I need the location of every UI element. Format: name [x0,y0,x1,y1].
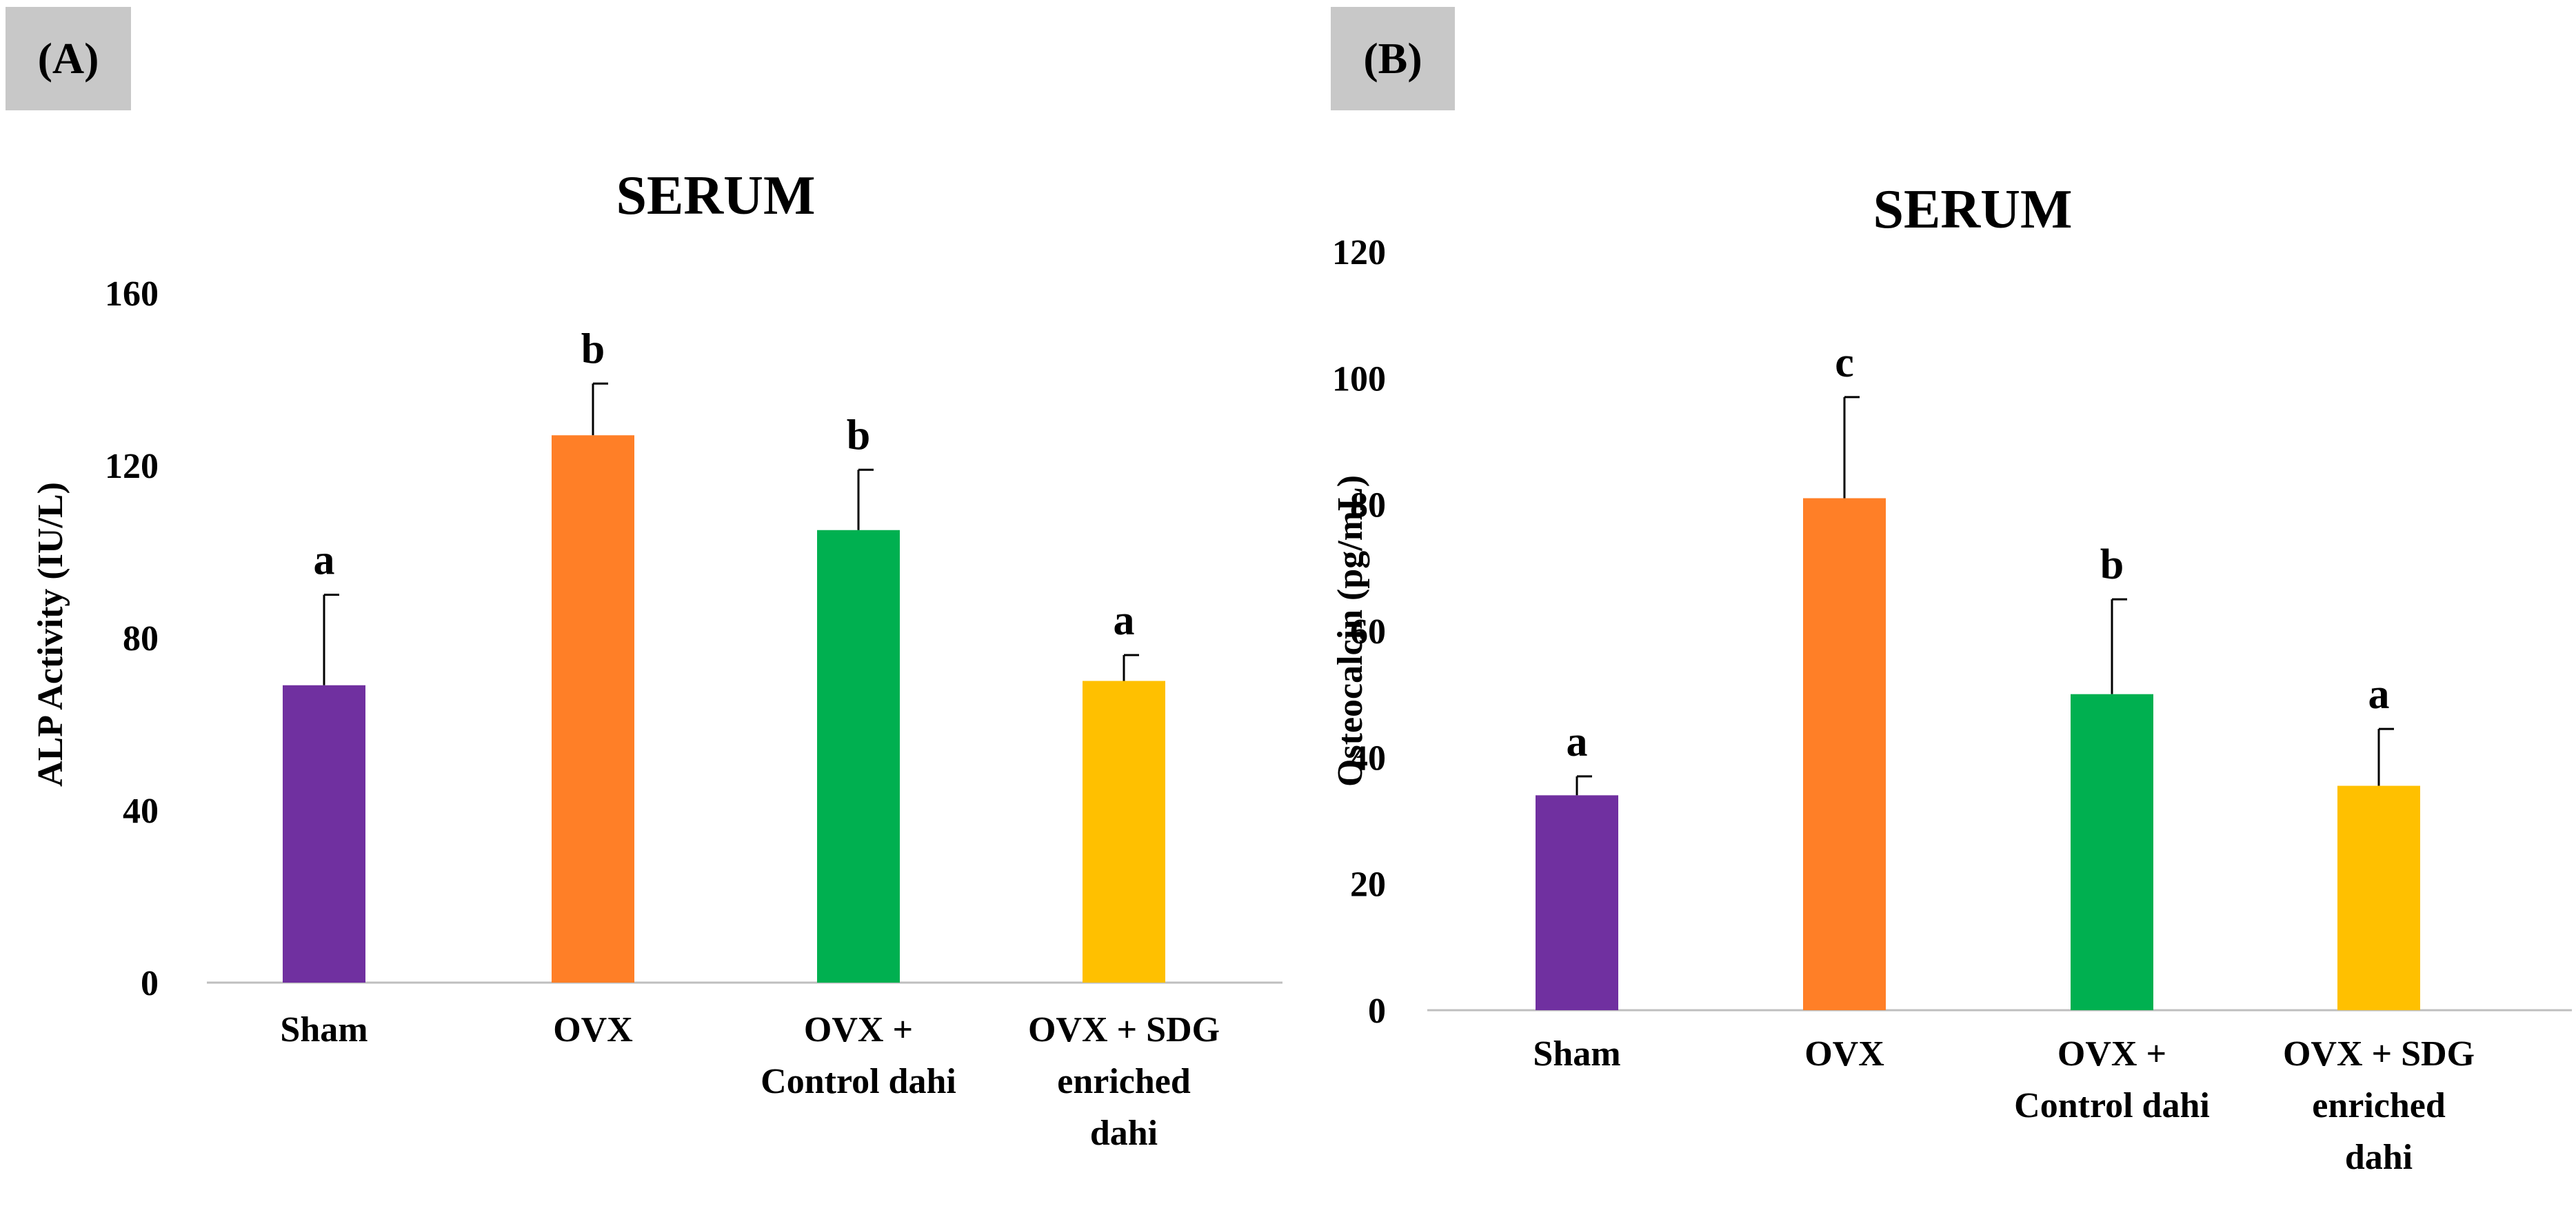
significance-label: a [1567,719,1588,765]
y-axis-label: Osteocalcin (pg/mL) [1331,475,1370,787]
y-tick-label: 40 [1350,739,1386,778]
category-label: enriched [2312,1086,2446,1125]
chart-alp-activity: SERUM ALP Activity (IU/L) 0 40 80 120 160 a Sham… [31,165,1282,1153]
category-label: OVX + SDG [1028,1010,1220,1050]
chart-title: SERUM [616,165,816,226]
y-tick-label: 0 [141,964,159,1003]
category-label: dahi [1090,1114,1158,1153]
significance-label: b [2100,541,2124,588]
category-label: Sham [1533,1034,1620,1074]
significance-label: a [2368,671,2390,718]
chart-osteocalcin: SERUM Osteocalcin (pg/mL) 0 20 40 60 80 100 120 a… [1331,179,2572,1177]
y-tick-label: 60 [1350,612,1386,652]
panel-label-a: (A) [6,7,131,110]
y-tick-label: 100 [1332,359,1386,399]
category-label: enriched [1057,1062,1191,1101]
chart-title: SERUM [1873,179,2073,240]
category-label: Sham [280,1010,368,1050]
y-axis-label: ALP Activity (IU/L) [31,482,70,787]
significance-label: b [847,412,870,459]
significance-label: a [1114,597,1135,644]
significance-label: b [581,325,605,372]
category-label: OVX [553,1010,633,1050]
bar-2 [1803,498,1886,1010]
significance-label: c [1835,339,1854,386]
category-label: Control dahi [761,1062,956,1101]
bar-3 [817,530,900,983]
category-label: OVX + [804,1010,913,1050]
y-tick-label: 120 [105,447,159,486]
bar-2 [552,435,634,983]
panel-label-b: (B) [1331,7,1455,110]
bar-1 [1536,795,1618,1010]
significance-label: a [314,537,335,584]
y-tick-label: 20 [1350,865,1386,905]
category-label: dahi [2345,1138,2413,1177]
y-tick-label: 40 [123,792,159,831]
bar-1 [283,685,365,983]
category-label: Control dahi [2014,1086,2210,1125]
bar-4 [2337,785,2420,1010]
y-tick-label: 0 [1368,992,1386,1031]
bar-4 [1083,681,1165,983]
bar-3 [2071,694,2153,1010]
y-tick-label: 160 [105,274,159,314]
category-label: OVX + SDG [2283,1034,2475,1074]
category-label: OVX + [2057,1034,2166,1074]
y-tick-label: 80 [1350,486,1386,525]
y-tick-label: 80 [123,619,159,659]
y-tick-label: 120 [1332,233,1386,272]
category-label: OVX [1804,1034,1884,1074]
